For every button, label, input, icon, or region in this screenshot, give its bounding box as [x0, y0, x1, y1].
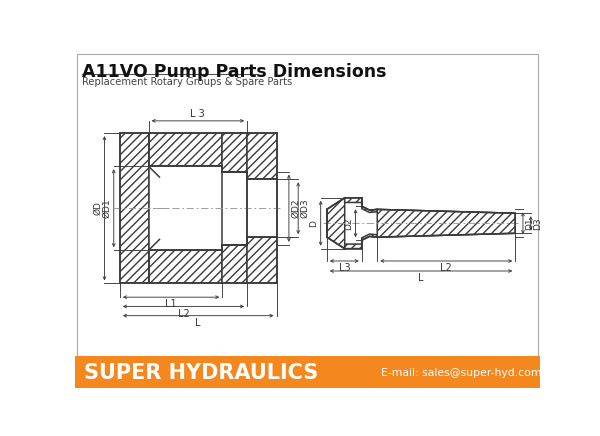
Text: ØD2: ØD2	[291, 198, 300, 218]
Polygon shape	[120, 133, 149, 283]
Text: D1: D1	[525, 217, 534, 230]
Polygon shape	[75, 357, 540, 388]
Polygon shape	[377, 209, 515, 237]
Polygon shape	[222, 172, 247, 245]
Polygon shape	[327, 198, 515, 249]
Text: L2: L2	[178, 309, 190, 319]
Text: ØD: ØD	[93, 201, 102, 215]
Text: Replacement Rotary Groups & Spare Parts: Replacement Rotary Groups & Spare Parts	[82, 77, 292, 87]
Text: ØD3: ØD3	[301, 198, 310, 218]
Text: D: D	[310, 220, 319, 227]
Polygon shape	[344, 198, 377, 212]
Text: L2: L2	[440, 263, 452, 273]
Polygon shape	[247, 237, 277, 283]
Polygon shape	[247, 133, 277, 179]
Polygon shape	[222, 133, 247, 172]
Text: D3: D3	[533, 217, 542, 230]
Text: L3: L3	[338, 263, 350, 273]
Text: SUPER HYDRAULICS: SUPER HYDRAULICS	[84, 363, 319, 383]
Polygon shape	[149, 166, 277, 250]
Polygon shape	[149, 250, 222, 283]
Polygon shape	[327, 198, 344, 249]
Polygon shape	[149, 133, 222, 166]
Polygon shape	[344, 234, 377, 249]
Text: D2: D2	[344, 217, 353, 229]
Text: L: L	[418, 273, 424, 283]
Text: A11VO Pump Parts Dimensions: A11VO Pump Parts Dimensions	[82, 63, 386, 81]
Text: E-mail: sales@super-hyd.com: E-mail: sales@super-hyd.com	[381, 368, 542, 378]
Text: L 3: L 3	[190, 109, 205, 119]
Text: L1: L1	[165, 300, 177, 310]
Text: L: L	[196, 318, 201, 328]
Polygon shape	[222, 245, 247, 283]
Text: ØD1: ØD1	[103, 198, 112, 218]
